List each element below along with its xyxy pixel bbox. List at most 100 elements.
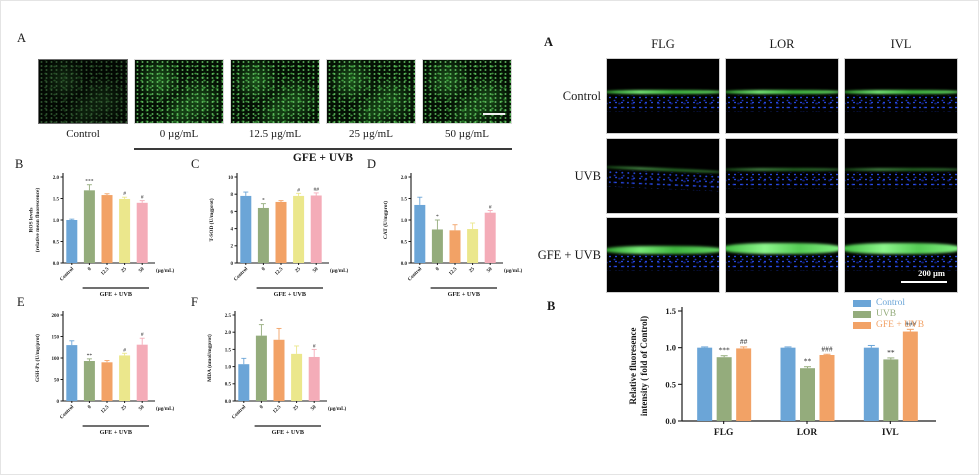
- scale-bar: [901, 280, 947, 283]
- svg-text:0: 0: [261, 266, 267, 272]
- svg-text:0.0: 0.0: [225, 400, 232, 405]
- svg-text:Relative fluoresence: Relative fluoresence: [628, 327, 638, 404]
- svg-text:#: #: [313, 343, 316, 349]
- svg-text:LOR: LOR: [797, 428, 818, 438]
- svg-text:25: 25: [292, 404, 300, 412]
- svg-text:T-SOD (U/mgprot): T-SOD (U/mgprot): [208, 198, 215, 241]
- svg-text:6: 6: [231, 210, 234, 215]
- svg-text:100: 100: [52, 357, 60, 362]
- svg-text:0: 0: [231, 262, 234, 267]
- svg-text:**: **: [804, 357, 812, 366]
- micrograph-label: 25 µg/mL: [349, 128, 393, 140]
- svg-text:GFE + UVB: GFE + UVB: [272, 429, 304, 436]
- legend-swatch-uvb: [853, 311, 871, 318]
- micrograph-label: 50 µg/mL: [445, 128, 489, 140]
- svg-text:**: **: [887, 348, 895, 357]
- svg-text:GFE + UVB: GFE + UVB: [448, 291, 480, 298]
- svg-text:4: 4: [231, 228, 234, 233]
- svg-text:(µg/mL): (µg/mL): [328, 405, 347, 412]
- svg-text:#: #: [141, 195, 144, 201]
- tissue-image-gfe-flg: [606, 217, 720, 293]
- legend-label-control: Control: [876, 298, 906, 308]
- micrograph-label: Control: [66, 128, 100, 140]
- svg-text:0: 0: [435, 266, 441, 272]
- svg-text:50: 50: [486, 266, 494, 274]
- svg-text:1.0: 1.0: [53, 219, 60, 224]
- svg-text:150: 150: [52, 335, 60, 340]
- svg-text:2.5: 2.5: [225, 314, 232, 319]
- svg-text:12.5: 12.5: [272, 404, 283, 415]
- micrograph-control: [38, 59, 128, 124]
- panel-label-right-b: B: [547, 299, 556, 313]
- row-header-gfe-uvb: GFE + UVB: [537, 248, 601, 262]
- svg-text:*: *: [260, 319, 263, 325]
- svg-text:0.5: 0.5: [665, 379, 676, 389]
- svg-text:25: 25: [468, 266, 476, 274]
- svg-text:2.0: 2.0: [225, 331, 232, 336]
- svg-text:8: 8: [231, 193, 234, 198]
- tissue-image-uvb-flg: [606, 138, 720, 214]
- svg-text:Control: Control: [233, 266, 250, 283]
- svg-text:0: 0: [87, 266, 93, 272]
- svg-text:1.5: 1.5: [401, 197, 408, 202]
- svg-text:#: #: [297, 187, 300, 193]
- svg-text:Control: Control: [231, 404, 248, 421]
- panel-label-d: D: [367, 157, 377, 171]
- chart-legend: Control UVB GFE + UVB: [853, 298, 924, 331]
- svg-text:0: 0: [57, 400, 60, 405]
- svg-text:1.0: 1.0: [401, 219, 408, 224]
- svg-text:GFE + UVB: GFE + UVB: [274, 291, 306, 298]
- legend-swatch-control: [853, 300, 871, 307]
- micrograph-25ug: [326, 59, 416, 124]
- svg-text:GSH-Px (U/mg/prot): GSH-Px (U/mg/prot): [34, 334, 41, 382]
- tissue-image-control-flg: [606, 58, 720, 134]
- legend-item-control: Control: [853, 298, 924, 309]
- svg-text:(µg/mL): (µg/mL): [156, 405, 175, 412]
- svg-text:GFE + UVB: GFE + UVB: [100, 291, 132, 298]
- legend-item-gfe-uvb: GFE + UVB: [853, 320, 924, 331]
- svg-text:25: 25: [120, 266, 128, 274]
- scale-bar-small: [483, 113, 505, 115]
- svg-text:CAT (U/mgprot): CAT (U/mgprot): [382, 201, 389, 239]
- treatment-group-label: GFE + UVB: [292, 152, 354, 164]
- column-header-flg: FLG: [651, 37, 675, 51]
- tissue-image-uvb-ivl: [844, 138, 958, 214]
- svg-text:Control: Control: [59, 404, 76, 421]
- column-header-lor: LOR: [769, 37, 795, 51]
- column-header-ivl: IVL: [890, 37, 912, 51]
- svg-text:2: 2: [231, 245, 234, 250]
- svg-text:#: #: [123, 191, 126, 197]
- scale-bar-label: 200 µm: [918, 268, 945, 278]
- svg-text:10: 10: [228, 176, 234, 181]
- svg-text:ROS levels: ROS levels: [29, 207, 35, 232]
- svg-text:1.5: 1.5: [665, 306, 676, 316]
- svg-text:***: ***: [85, 179, 94, 185]
- svg-text:###: ###: [905, 319, 917, 328]
- legend-label-gfe-uvb: GFE + UVB: [876, 320, 925, 330]
- tissue-image-control-ivl: [844, 58, 958, 134]
- svg-text:0: 0: [259, 404, 265, 410]
- svg-text:0.5: 0.5: [401, 240, 408, 245]
- svg-text:2.0: 2.0: [401, 176, 408, 181]
- svg-text:200: 200: [52, 314, 60, 319]
- svg-text:50: 50: [138, 404, 146, 412]
- svg-text:GFE + UVB: GFE + UVB: [100, 429, 132, 436]
- svg-text:25: 25: [294, 266, 302, 274]
- chart-relative-fluorescence: 0.0 0.5 1.0 1.5 Relative fluoresence intensit…: [628, 306, 936, 438]
- svg-text:50: 50: [310, 404, 318, 412]
- row-header-control: Control: [562, 89, 601, 103]
- treatment-group-line: [134, 148, 512, 150]
- panel-label-e: E: [17, 295, 25, 309]
- svg-text:**: **: [87, 353, 93, 359]
- svg-text:***: ***: [719, 346, 731, 355]
- tissue-image-gfe-lor: [725, 217, 839, 293]
- svg-text:(µg/mL): (µg/mL): [504, 267, 523, 274]
- svg-text:25: 25: [120, 404, 128, 412]
- svg-text:0: 0: [87, 404, 93, 410]
- svg-text:##: ##: [313, 187, 319, 193]
- svg-text:(µg/mL): (µg/mL): [330, 267, 349, 274]
- svg-text:12.5: 12.5: [274, 266, 285, 277]
- tissue-image-control-lor: [725, 58, 839, 134]
- chart-gsh-px: 0 50 100 150 200 GSH-Px (U/mg/prot) Control ** 0…: [34, 311, 175, 436]
- svg-text:0.0: 0.0: [665, 416, 676, 426]
